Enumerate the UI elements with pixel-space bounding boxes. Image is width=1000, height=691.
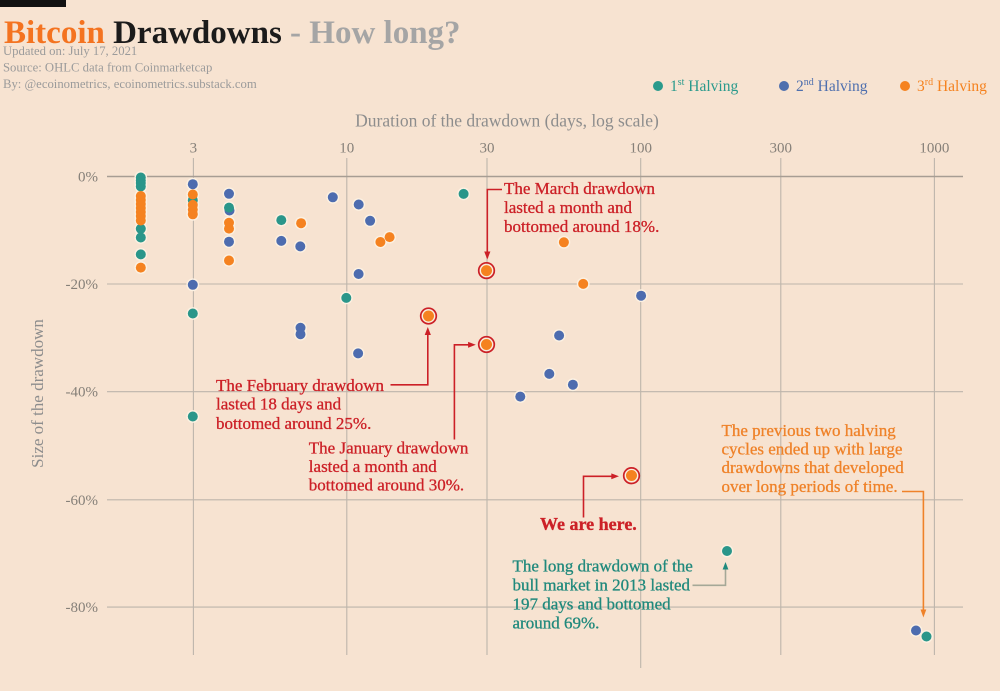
svg-text:Duration of the drawdown (days: Duration of the drawdown (days, log scal…	[355, 111, 659, 131]
svg-text:lasted a month and: lasted a month and	[504, 198, 632, 217]
svg-text:30: 30	[480, 141, 495, 157]
svg-text:The previous two halving: The previous two halving	[722, 421, 897, 440]
svg-text:Source: OHLC data from Coinmar: Source: OHLC data from Coinmarketcap	[3, 61, 212, 75]
svg-text:1000: 1000	[919, 141, 949, 157]
svg-text:10: 10	[339, 141, 354, 157]
svg-text:around 69%.: around 69%.	[513, 614, 600, 633]
svg-text:1st Halving: 1st Halving	[670, 77, 738, 95]
svg-text:Bitcoin Drawdowns - How long?: Bitcoin Drawdowns - How long?	[4, 15, 461, 51]
svg-text:100: 100	[629, 141, 652, 157]
svg-text:3rd Halving: 3rd Halving	[917, 77, 987, 95]
svg-text:bottomed around 18%.: bottomed around 18%.	[504, 217, 659, 236]
svg-text:Size of the drawdown: Size of the drawdown	[28, 319, 47, 468]
svg-text:-60%: -60%	[66, 493, 99, 509]
svg-text:The February drawdown: The February drawdown	[216, 376, 385, 395]
svg-text:-40%: -40%	[66, 385, 99, 401]
svg-text:3: 3	[190, 141, 198, 157]
svg-text:lasted a month and: lasted a month and	[309, 457, 437, 476]
svg-text:300: 300	[770, 141, 793, 157]
svg-text:The January drawdown: The January drawdown	[309, 439, 469, 458]
svg-text:Updated on: July 17, 2021: Updated on: July 17, 2021	[3, 44, 137, 58]
svg-text:By: @ecoinometrics, ecoinometr: By: @ecoinometrics, ecoinometrics.substa…	[3, 77, 257, 91]
svg-text:bottomed around 30%.: bottomed around 30%.	[309, 476, 464, 495]
svg-text:0%: 0%	[78, 170, 98, 186]
svg-text:The long drawdown of the: The long drawdown of the	[513, 557, 693, 576]
svg-text:over long periods of time.: over long periods of time.	[722, 477, 898, 496]
svg-text:197 days and bottomed: 197 days and bottomed	[513, 595, 672, 614]
svg-text:drawdowns that developed: drawdowns that developed	[722, 458, 905, 477]
svg-text:bull market in 2013 lasted: bull market in 2013 lasted	[513, 576, 691, 595]
svg-text:bottomed around 25%.: bottomed around 25%.	[216, 414, 371, 433]
svg-text:lasted 18 days and: lasted 18 days and	[216, 395, 342, 414]
svg-text:2nd Halving: 2nd Halving	[796, 77, 868, 95]
svg-text:The March drawdown: The March drawdown	[504, 179, 656, 198]
svg-text:-20%: -20%	[66, 277, 99, 293]
svg-text:cycles ended up with large: cycles ended up with large	[722, 440, 903, 459]
svg-text:-80%: -80%	[66, 600, 99, 616]
svg-text:We are here.: We are here.	[540, 514, 637, 534]
